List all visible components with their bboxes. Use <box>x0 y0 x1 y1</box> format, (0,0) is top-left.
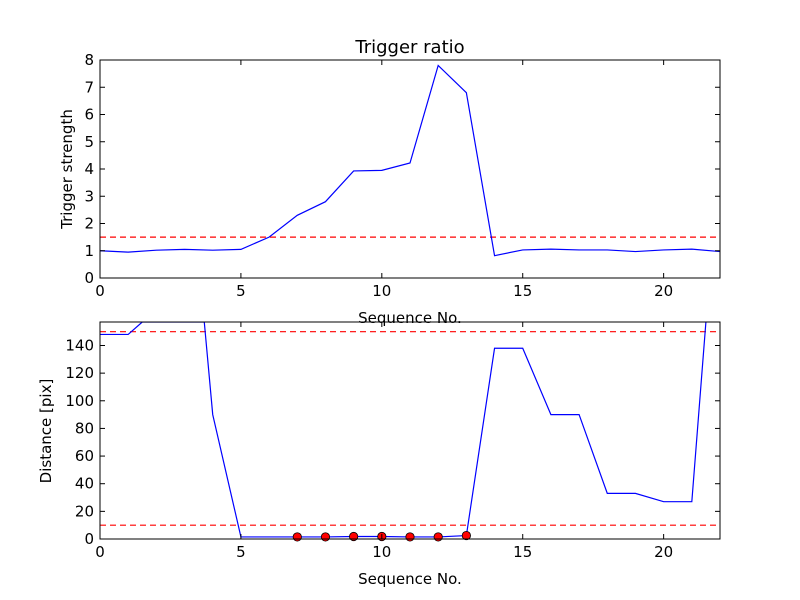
plot-area: 0 5 10 15 20 0 1 2 3 4 5 6 7 8 <box>84 51 721 300</box>
y-tick-label: 100 <box>65 392 94 410</box>
x-tick-label: 15 <box>513 543 532 561</box>
series-line <box>100 322 707 538</box>
panel-distance: Sequence No. Distance [pix] 0 5 10 15 20 0 20 4… <box>37 321 721 588</box>
plot-area: 0 5 10 15 20 0 20 40 60 80 100 120 140 <box>65 321 721 561</box>
x-tick-label: 10 <box>372 282 391 300</box>
y-tick-label: 1 <box>84 242 94 260</box>
y-axis-label: Distance [pix] <box>37 379 55 484</box>
y-tick-label: 120 <box>65 364 94 382</box>
y-tick-label: 80 <box>75 419 94 437</box>
x-tick-label: 0 <box>95 282 105 300</box>
data-point <box>461 530 471 541</box>
y-tick-label: 140 <box>65 336 94 354</box>
y-tick-label: 3 <box>84 187 94 205</box>
x-tick-label: 20 <box>654 543 673 561</box>
y-tick-label: 60 <box>75 447 94 465</box>
x-tick-label: 15 <box>513 282 532 300</box>
y-tick-label: 7 <box>84 78 94 96</box>
x-axis-label: Sequence No. <box>358 309 462 327</box>
y-tick-label: 5 <box>84 133 94 151</box>
series-line <box>100 64 720 257</box>
data-point <box>320 532 331 542</box>
data-point <box>433 532 443 542</box>
axes-frame <box>99 321 721 540</box>
y-tick-label: 2 <box>84 215 94 233</box>
axes-frame <box>99 59 721 279</box>
x-tick-label: 5 <box>236 282 246 300</box>
data-point <box>292 532 302 542</box>
data-point <box>405 532 415 542</box>
y-tick-label: 0 <box>84 269 94 287</box>
y-tick-label: 20 <box>75 502 94 520</box>
x-tick-label: 10 <box>372 543 391 561</box>
y-tick-label: 6 <box>84 106 94 124</box>
chart-title: Trigger ratio <box>354 37 464 58</box>
x-axis-label: Sequence No. <box>358 570 462 588</box>
y-axis-label: Trigger strength <box>58 109 76 230</box>
x-tick-label: 5 <box>236 543 246 561</box>
y-tick-label: 40 <box>75 475 94 493</box>
x-tick-label: 20 <box>654 282 673 300</box>
panel-trigger-ratio: Trigger ratio Sequence No. Trigger stren… <box>58 37 721 327</box>
y-tick-label: 8 <box>84 51 94 69</box>
y-tick-label: 0 <box>84 530 94 548</box>
y-tick-label: 4 <box>84 160 94 178</box>
x-tick-label: 0 <box>95 543 105 561</box>
